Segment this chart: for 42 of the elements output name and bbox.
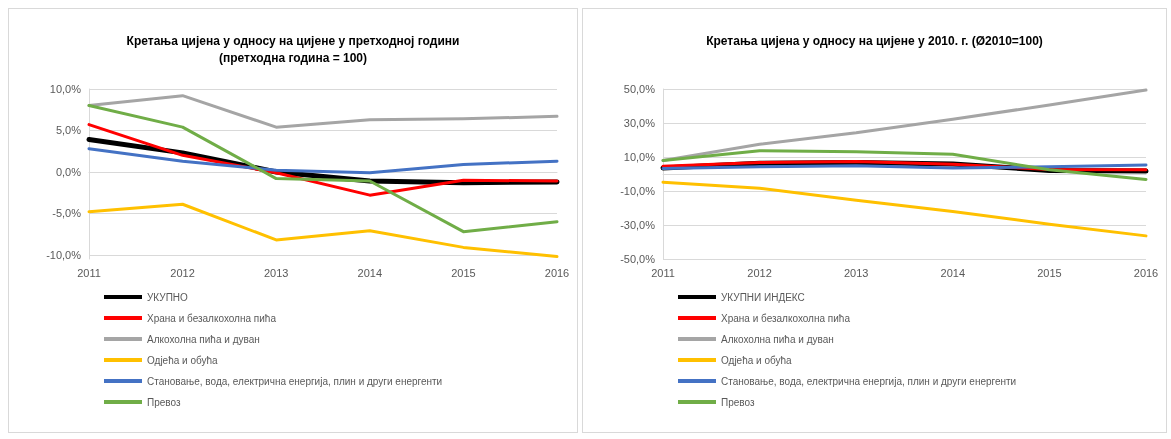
line-series: [661, 149, 1148, 181]
x-tick-label: 2011: [651, 266, 675, 279]
line-series: [661, 180, 1148, 238]
y-tick-label: -30,0%: [620, 219, 656, 231]
legend-label: Становање, вода, електрична енергија, плин и други енергенти: [147, 375, 443, 387]
legend-label: УКУПНО: [147, 291, 189, 303]
x-tick-label: 2015: [1037, 266, 1062, 279]
y-tick-label: 10,0%: [49, 83, 82, 95]
y-tick-label: 50,0%: [623, 83, 656, 95]
y-tick-label: -10,0%: [620, 185, 656, 197]
legend-label: Храна и безалкохолна пића: [147, 312, 277, 324]
legend-label: Превоз: [147, 396, 181, 408]
x-tick-label: 2012: [170, 266, 195, 279]
y-tick-label: -50,0%: [620, 253, 656, 265]
x-tick-label: 2013: [843, 266, 869, 279]
x-tick-label: 2013: [263, 266, 289, 279]
legend-label: Алкохолна пића и дуван: [147, 333, 260, 345]
line-series: [87, 202, 559, 259]
line-series: [87, 104, 559, 234]
x-tick-label: 2014: [357, 266, 383, 279]
legend-label: Превоз: [721, 396, 755, 408]
chart-title: Кретања цијена у односу на цијене у 2010. г. (Ø2010=100): [706, 33, 1043, 48]
legend-label: УКУПНИ ИНДЕКС: [721, 291, 805, 303]
x-tick-label: 2012: [747, 266, 772, 279]
legend-label: Одјећа и обућа: [147, 354, 219, 366]
y-tick-label: 10,0%: [623, 151, 656, 163]
legend-label: Алкохолна пића и дуван: [721, 333, 834, 345]
line-series: [87, 147, 559, 175]
x-tick-label: 2011: [77, 266, 101, 279]
x-tick-label: 2016: [544, 266, 570, 279]
y-tick-label: 0,0%: [55, 165, 82, 178]
y-tick-label: -5,0%: [52, 207, 82, 220]
legend-label: Храна и безалкохолна пића: [721, 312, 851, 324]
chart-title: Кретања цијена у односу на цијене у претходној години (претходна година = 100): [126, 33, 460, 65]
x-tick-label: 2014: [940, 266, 966, 279]
legend-label: Становање, вода, електрична енергија, плин и други енергенти: [721, 375, 1017, 387]
x-tick-label: 2016: [1133, 266, 1159, 279]
y-tick-label: -10,0%: [46, 248, 82, 261]
y-tick-label: 30,0%: [623, 117, 656, 129]
legend-label: Одјећа и обућа: [721, 354, 793, 366]
x-tick-label: 2015: [451, 266, 476, 279]
y-tick-label: 5,0%: [55, 124, 82, 137]
